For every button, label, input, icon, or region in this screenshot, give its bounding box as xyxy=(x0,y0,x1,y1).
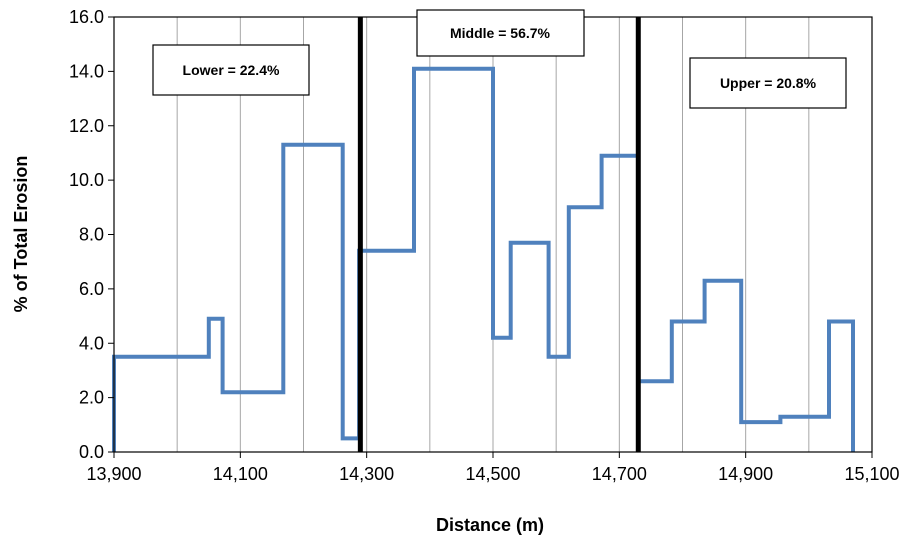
y-tick-label: 4.0 xyxy=(79,333,104,353)
annotation-upper-label: Upper = 20.8% xyxy=(720,75,817,91)
y-tick-label: 6.0 xyxy=(79,279,104,299)
annotation-middle-box xyxy=(416,9,585,57)
y-tick-label: 12.0 xyxy=(69,116,104,136)
x-tick-label: 14,700 xyxy=(592,464,647,484)
x-tick-label: 15,100 xyxy=(844,464,899,484)
y-axis-title: % of Total Erosion xyxy=(11,156,31,313)
series-line xyxy=(112,66,637,452)
x-tick-label: 14,500 xyxy=(465,464,520,484)
y-axis-ticks: 0.0 2.0 4.0 6.0 8.0 10.0 12.0 14.0 16.0 xyxy=(69,7,114,462)
x-tick-label: 14,300 xyxy=(339,464,394,484)
annotation-lower-box xyxy=(152,44,310,96)
y-tick-label: 14.0 xyxy=(69,61,104,81)
y-tick-label: 16.0 xyxy=(69,7,104,27)
y-tick-label: 10.0 xyxy=(69,170,104,190)
annotation-middle-label: Middle = 56.7% xyxy=(450,25,551,41)
x-tick-label: 13,900 xyxy=(86,464,141,484)
annotation-lower: Lower = 22.4% xyxy=(152,44,310,96)
zone-dividers xyxy=(357,17,641,452)
x-tick-label: 14,100 xyxy=(213,464,268,484)
y-tick-label: 0.0 xyxy=(79,442,104,462)
x-axis-title: Distance (m) xyxy=(436,515,544,535)
erosion-series xyxy=(112,66,855,452)
x-axis-ticks: 13,900 14,100 14,300 14,500 14,700 14,900 15,1… xyxy=(86,452,900,484)
y-tick-label: 2.0 xyxy=(79,388,104,408)
annotation-lower-label: Lower = 22.4% xyxy=(183,62,280,78)
x-tick-label: 14,900 xyxy=(718,464,773,484)
annotation-upper: Upper = 20.8% xyxy=(689,57,847,109)
y-tick-label: 8.0 xyxy=(79,225,104,245)
series-line xyxy=(638,278,855,452)
annotation-upper-box xyxy=(689,57,847,109)
annotation-middle: Middle = 56.7% xyxy=(416,9,585,57)
